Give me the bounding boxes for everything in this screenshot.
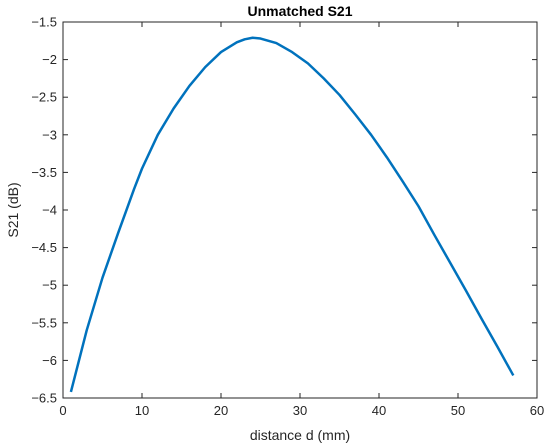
x-tick-label: 40 — [372, 403, 386, 418]
y-tick-label: −3 — [42, 127, 57, 142]
y-tick-label: −4 — [42, 203, 57, 218]
ticks: 0 10 20 30 40 50 60 −1.5 −2 −2.5 −3 −3.5 −4 −4.5 −5 −5.… — [31, 15, 544, 419]
y-tick-label: −5.5 — [31, 315, 57, 330]
series-layer — [69, 36, 515, 393]
y-tick-label: −2 — [42, 52, 57, 67]
x-tick-label: 0 — [59, 403, 66, 418]
y-tick-label: −6 — [42, 353, 57, 368]
y-tick-label: −1.5 — [31, 15, 57, 30]
chart-title: Unmatched S21 — [247, 3, 352, 19]
y-tick-label: −6.5 — [31, 391, 57, 406]
x-tick-label: 60 — [530, 403, 544, 418]
x-tick-label: 10 — [135, 403, 149, 418]
y-tick-label: −3.5 — [31, 165, 57, 180]
plot-area — [62, 21, 538, 399]
y-axis-label: S21 (dB) — [5, 182, 21, 237]
y-tick-label: −5 — [42, 278, 57, 293]
x-tick-label: 20 — [214, 403, 228, 418]
x-tick-label: 30 — [293, 403, 307, 418]
y-tick-label: −4.5 — [31, 240, 57, 255]
series-line — [69, 36, 515, 393]
y-tick-label: −2.5 — [31, 90, 57, 105]
x-tick-label: 50 — [451, 403, 465, 418]
x-axis-label: distance d (mm) — [250, 427, 350, 443]
